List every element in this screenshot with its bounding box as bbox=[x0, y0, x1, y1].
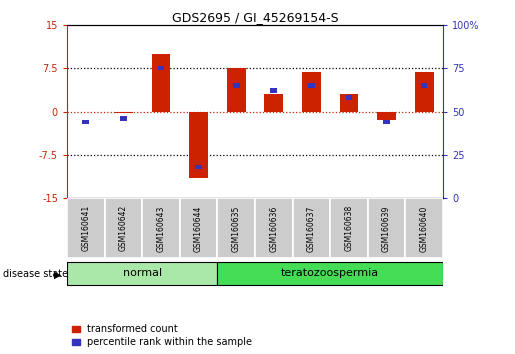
Bar bbox=[227, 68, 246, 112]
Bar bbox=[82, 120, 89, 124]
Text: GSM160643: GSM160643 bbox=[157, 205, 165, 252]
Bar bbox=[120, 116, 127, 121]
Text: GSM160639: GSM160639 bbox=[382, 205, 391, 252]
Bar bbox=[233, 83, 239, 88]
Bar bbox=[189, 112, 208, 178]
Bar bbox=[195, 165, 202, 169]
Text: disease state: disease state bbox=[3, 269, 67, 279]
Text: GSM160640: GSM160640 bbox=[420, 205, 428, 252]
Text: GSM160635: GSM160635 bbox=[232, 205, 241, 252]
Bar bbox=[293, 198, 330, 258]
Bar bbox=[270, 88, 277, 93]
Text: GSM160642: GSM160642 bbox=[119, 205, 128, 251]
Bar bbox=[67, 262, 217, 285]
Text: normal: normal bbox=[123, 268, 162, 279]
Bar bbox=[255, 198, 293, 258]
Text: GSM160644: GSM160644 bbox=[194, 205, 203, 252]
Text: teratozoospermia: teratozoospermia bbox=[281, 268, 379, 279]
Bar bbox=[151, 54, 170, 112]
Bar bbox=[105, 198, 142, 258]
Text: ▶: ▶ bbox=[54, 269, 62, 279]
Bar bbox=[302, 72, 321, 112]
Bar bbox=[142, 198, 180, 258]
Legend: transformed count, percentile rank within the sample: transformed count, percentile rank withi… bbox=[72, 325, 252, 347]
Bar bbox=[217, 198, 255, 258]
Text: GSM160638: GSM160638 bbox=[345, 205, 353, 251]
Bar bbox=[67, 198, 105, 258]
Bar bbox=[421, 83, 427, 88]
Bar bbox=[114, 112, 133, 113]
Title: GDS2695 / GI_45269154-S: GDS2695 / GI_45269154-S bbox=[171, 11, 338, 24]
Bar bbox=[308, 83, 315, 88]
Bar bbox=[264, 94, 283, 112]
Bar bbox=[339, 94, 358, 112]
Text: GSM160637: GSM160637 bbox=[307, 205, 316, 252]
Bar bbox=[158, 66, 164, 70]
Bar bbox=[383, 120, 390, 124]
Bar bbox=[346, 95, 352, 100]
Bar bbox=[217, 262, 443, 285]
Bar bbox=[377, 112, 396, 120]
Bar bbox=[405, 198, 443, 258]
Bar bbox=[415, 72, 434, 112]
Bar bbox=[330, 198, 368, 258]
Bar bbox=[180, 198, 217, 258]
Text: GSM160641: GSM160641 bbox=[81, 205, 90, 251]
Bar bbox=[368, 198, 405, 258]
Text: GSM160636: GSM160636 bbox=[269, 205, 278, 252]
